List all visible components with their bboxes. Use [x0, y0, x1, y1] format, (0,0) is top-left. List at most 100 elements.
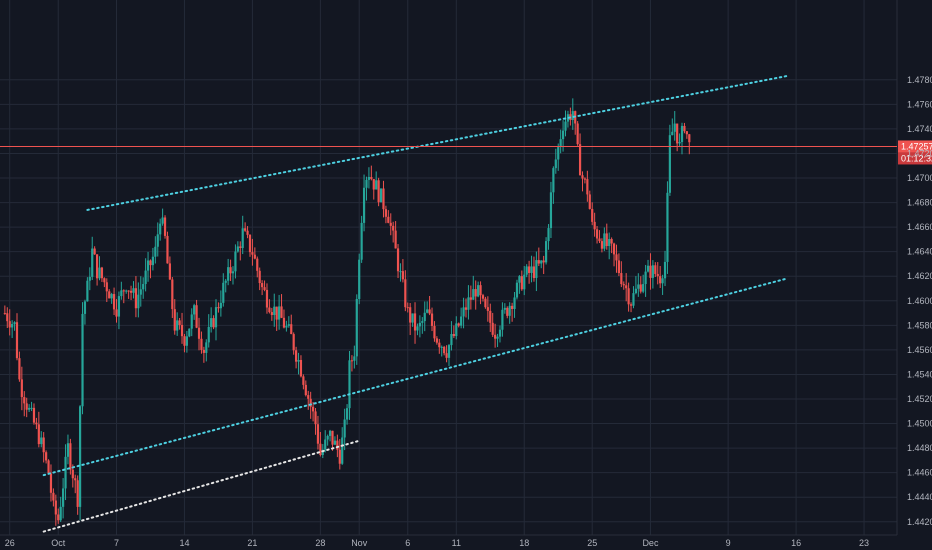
- candle-body: [384, 209, 388, 217]
- candle-body: [241, 228, 244, 248]
- time-tick-label: Dec: [642, 538, 659, 548]
- candle-body: [3, 313, 6, 315]
- candle-body: [178, 320, 181, 325]
- candle-body: [625, 285, 628, 289]
- candle-body: [486, 307, 489, 311]
- candle-body: [302, 376, 305, 385]
- candles: [3, 98, 691, 526]
- candle-body: [460, 316, 463, 326]
- candle-body: [66, 443, 70, 457]
- time-tick-label: 25: [587, 538, 597, 548]
- price-tick-label: 1.47000: [907, 173, 932, 183]
- candle-body: [663, 261, 667, 279]
- candle-body: [472, 289, 475, 300]
- candle-body: [217, 307, 220, 309]
- candle-body: [127, 290, 130, 292]
- time-tick-label: Oct: [51, 538, 66, 548]
- countdown-tag: [898, 152, 932, 165]
- candle-body: [617, 260, 621, 274]
- candle-body: [501, 309, 504, 330]
- candle-body: [668, 135, 671, 193]
- candle-body: [108, 291, 111, 299]
- candle-body: [166, 235, 169, 264]
- candle-body: [683, 125, 686, 132]
- candle-body: [176, 320, 179, 331]
- candle-body: [447, 345, 451, 358]
- candle-body: [508, 305, 511, 316]
- time-tick-label: Nov: [351, 538, 368, 548]
- candle-body: [387, 216, 390, 223]
- trendlines[interactable]: [42, 75, 788, 533]
- candle-body: [513, 297, 516, 310]
- candle-body: [227, 267, 230, 281]
- price-axis[interactable]: 1.44200 1.44400 1.44600 1.44800 1.45000 1.452…: [907, 75, 932, 527]
- candle-body: [426, 309, 429, 313]
- candle-body: [168, 263, 171, 280]
- candle-body: [71, 469, 74, 479]
- time-axis[interactable]: 26 Oct 7 14 21 28 Nov 6 11 18 25 Dec 9 16 23: [5, 538, 869, 548]
- candle-body: [583, 178, 587, 180]
- candle-body: [156, 234, 159, 247]
- candle-body: [491, 322, 494, 335]
- candle-body: [389, 222, 392, 226]
- candle-body: [248, 234, 252, 253]
- candle-body: [280, 306, 283, 318]
- candle-body: [685, 131, 688, 135]
- candle-body: [379, 188, 383, 203]
- trendline-channel-lower: [42, 277, 788, 477]
- candle-body: [52, 492, 55, 501]
- price-tick-label: 1.47800: [907, 75, 932, 85]
- candle-body: [134, 288, 138, 309]
- candle-body: [435, 338, 438, 343]
- candle-body: [593, 221, 596, 230]
- candle-body: [544, 241, 548, 263]
- candle-body: [608, 239, 611, 247]
- candle-body: [401, 271, 404, 280]
- candle-body: [603, 233, 606, 249]
- candle-body: [173, 309, 176, 331]
- candle-body: [40, 437, 43, 445]
- candle-body: [452, 333, 455, 337]
- candle-body: [246, 230, 249, 235]
- candle-body: [637, 284, 640, 289]
- candle-body: [428, 309, 431, 314]
- candle-body: [360, 222, 363, 260]
- candle-body: [273, 306, 276, 316]
- candle-body: [149, 260, 152, 266]
- candle-body: [229, 267, 232, 274]
- candle-body: [268, 307, 271, 313]
- candle-body: [659, 276, 662, 284]
- candle-body: [348, 360, 351, 409]
- candle-body: [144, 270, 147, 285]
- candle-body: [528, 266, 531, 273]
- time-tick-label: 18: [519, 538, 529, 548]
- candle-body: [336, 440, 339, 450]
- candle-body: [309, 398, 312, 407]
- candle-body: [503, 307, 506, 310]
- candle-body: [129, 290, 133, 293]
- candle-body: [552, 168, 555, 193]
- candle-body: [411, 313, 414, 323]
- candle-body: [93, 248, 96, 255]
- candle-body: [219, 302, 222, 309]
- candle-body: [15, 322, 19, 359]
- candle-body: [355, 299, 358, 357]
- time-tick-label: 26: [5, 538, 15, 548]
- candle-body: [278, 306, 281, 320]
- candle-body: [666, 192, 669, 262]
- candle-body: [285, 325, 288, 328]
- candle-body: [532, 266, 536, 278]
- candle-body: [484, 298, 487, 308]
- candle-body: [423, 312, 426, 322]
- candle-body: [600, 241, 604, 249]
- candle-body: [188, 328, 191, 337]
- candle-body: [139, 289, 142, 295]
- time-tick-label: 23: [859, 538, 869, 548]
- candle-body: [535, 260, 538, 278]
- candle-body: [343, 419, 346, 438]
- candle-body: [406, 307, 409, 309]
- candle-body: [86, 280, 89, 302]
- candle-body: [316, 424, 320, 444]
